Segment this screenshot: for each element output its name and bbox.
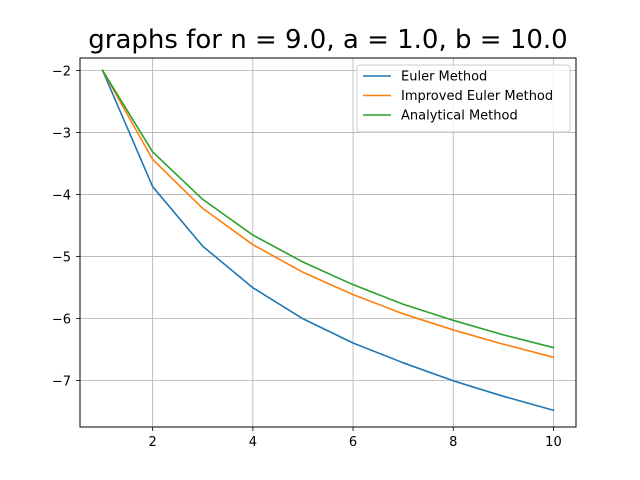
series-lines xyxy=(101,69,555,412)
legend-label: Euler Method xyxy=(401,70,487,85)
x-tick-label: 4 xyxy=(249,435,257,450)
x-tick-label: 10 xyxy=(545,435,562,450)
series-line-2 xyxy=(101,69,555,349)
x-tick-label: 2 xyxy=(149,435,157,450)
x-tick-label: 6 xyxy=(349,435,357,450)
series-line-1 xyxy=(101,69,555,359)
y-tick-label: −2 xyxy=(52,64,71,79)
grid xyxy=(80,58,576,427)
y-tick-label: −5 xyxy=(52,250,71,265)
legend-label: Improved Euler Method xyxy=(401,89,553,104)
y-tick-label: −6 xyxy=(52,312,71,327)
legend-label: Analytical Method xyxy=(401,109,518,124)
axes-frame xyxy=(79,57,577,428)
legend-box xyxy=(356,64,571,133)
x-tick-label: 8 xyxy=(449,435,457,450)
y-tick-label: −4 xyxy=(52,188,71,203)
chart-title: graphs for n = 9.0, a = 1.0, b = 10.0 xyxy=(88,25,567,55)
y-tick-label: −7 xyxy=(52,374,71,389)
axis-ticks: 2 4 6 8 10 −2 −3 −4 −5 −6 −7 xyxy=(52,64,562,450)
y-tick-label: −3 xyxy=(52,126,71,141)
legend: Euler Method Improved Euler Method Analyti… xyxy=(356,64,571,133)
series-line-0 xyxy=(101,69,555,412)
